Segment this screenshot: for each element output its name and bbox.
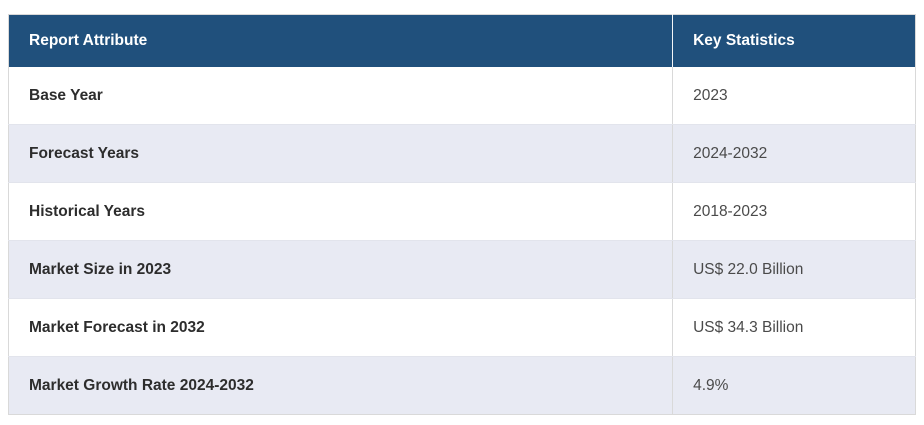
table-row: Forecast Years 2024-2032	[8, 124, 916, 183]
table-row: Market Size in 2023 US$ 22.0 Billion	[8, 240, 916, 299]
report-attributes-table-container: Report Attribute Key Statistics Base Yea…	[8, 14, 916, 415]
attribute-cell: Forecast Years	[8, 124, 674, 183]
attribute-cell: Base Year	[8, 67, 674, 125]
attribute-cell: Market Size in 2023	[8, 240, 674, 299]
table-body: Base Year 2023 Forecast Years 2024-2032 Hist…	[8, 67, 916, 415]
value-cell: 2018-2023	[672, 182, 916, 241]
value-cell: US$ 22.0 Billion	[672, 240, 916, 299]
table-row: Market Forecast in 2032 US$ 34.3 Billion	[8, 298, 916, 357]
value-cell: 2024-2032	[672, 124, 916, 183]
value-cell: US$ 34.3 Billion	[672, 298, 916, 357]
attribute-cell: Market Forecast in 2032	[8, 298, 674, 357]
value-cell: 4.9%	[672, 356, 916, 415]
table-header-row: Report Attribute Key Statistics	[8, 14, 916, 67]
column-header-key-statistics: Key Statistics	[672, 14, 916, 67]
attribute-cell: Market Growth Rate 2024-2032	[8, 356, 674, 415]
table-row: Market Growth Rate 2024-2032 4.9%	[8, 356, 916, 415]
report-attributes-table: Report Attribute Key Statistics Base Yea…	[8, 14, 916, 415]
attribute-cell: Historical Years	[8, 182, 674, 241]
value-cell: 2023	[672, 67, 916, 125]
table-row: Base Year 2023	[8, 67, 916, 125]
table-row: Historical Years 2018-2023	[8, 182, 916, 241]
column-header-report-attribute: Report Attribute	[8, 14, 674, 67]
